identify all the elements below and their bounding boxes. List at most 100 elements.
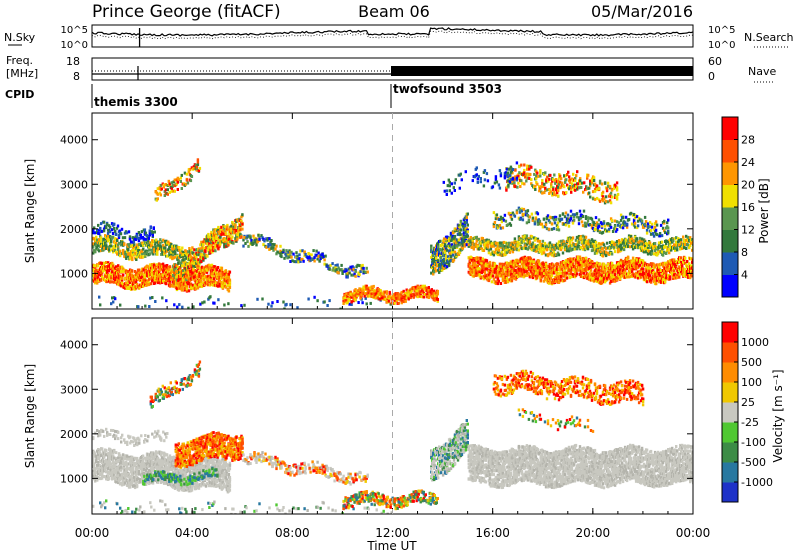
range-gate-cell bbox=[234, 223, 237, 227]
range-gate-cell bbox=[176, 305, 179, 309]
range-gate-cell bbox=[285, 249, 288, 253]
range-gate-cell bbox=[651, 274, 655, 278]
range-gate-cell bbox=[332, 266, 335, 270]
range-gate-cell bbox=[323, 262, 326, 266]
range-gate-cell bbox=[470, 256, 473, 260]
range-gate-cell bbox=[193, 269, 197, 272]
range-gate-cell bbox=[466, 223, 469, 227]
range-gate-cell bbox=[161, 296, 164, 300]
range-gate-cell bbox=[192, 251, 195, 255]
range-gate-cell bbox=[179, 266, 182, 270]
range-gate-cell bbox=[444, 237, 448, 241]
range-gate-cell bbox=[96, 278, 99, 282]
range-gate-cell bbox=[183, 264, 186, 268]
range-gate-cell bbox=[398, 295, 401, 299]
range-gate-cell bbox=[271, 301, 274, 305]
range-gate-cell bbox=[292, 252, 295, 256]
range-gate-cell bbox=[461, 246, 465, 250]
range-gate-cell bbox=[295, 251, 298, 255]
range-gate-cell bbox=[275, 244, 278, 248]
range-gate-cell bbox=[116, 224, 120, 228]
range-gate-cell bbox=[96, 246, 99, 250]
range-gate-cell bbox=[197, 258, 200, 262]
range-gate-cell bbox=[355, 295, 358, 299]
range-gate-cell bbox=[657, 265, 661, 269]
range-gate-cell bbox=[370, 285, 373, 289]
range-gate-cell bbox=[269, 240, 272, 244]
range-gate-cell bbox=[465, 218, 468, 222]
range-gate-cell bbox=[381, 296, 384, 300]
range-gate-cell bbox=[124, 281, 128, 285]
range-gate-cell bbox=[218, 238, 221, 242]
range-gate-cell bbox=[180, 187, 183, 190]
range-gate-cell bbox=[217, 246, 220, 250]
freq-left-label-1: Freq. bbox=[6, 54, 33, 67]
range-gate-cell bbox=[565, 276, 569, 280]
range-gate-cell bbox=[362, 266, 365, 270]
range-gate-cell bbox=[183, 286, 187, 290]
range-gate-cell bbox=[94, 264, 97, 268]
range-gate-cell bbox=[112, 227, 116, 230]
range-gate-cell bbox=[260, 234, 263, 238]
range-gate-cell bbox=[362, 292, 365, 296]
range-gate-cell bbox=[267, 243, 270, 246]
beam-title: Beam 06 bbox=[358, 2, 430, 21]
range-gate-cell bbox=[466, 212, 469, 216]
range-gate-cell bbox=[105, 247, 108, 250]
range-gate-cell bbox=[582, 271, 586, 275]
range-gate-cell bbox=[619, 264, 623, 268]
range-gate-cell bbox=[119, 270, 123, 273]
range-gate-cell bbox=[200, 253, 203, 257]
range-gate-cell bbox=[98, 238, 101, 242]
range-gate-cell bbox=[124, 250, 127, 254]
range-gate-cell bbox=[196, 163, 200, 167]
frequency-panel: Freq. [MHz] 18 8 60 0 Nave bbox=[6, 54, 776, 83]
range-gate-cell bbox=[134, 238, 138, 241]
range-gate-cell bbox=[304, 252, 307, 256]
range-gate-cell bbox=[195, 263, 198, 267]
range-gate-cell bbox=[631, 256, 635, 260]
range-gate-cell bbox=[161, 279, 165, 283]
range-gate-cell bbox=[128, 235, 132, 239]
range-gate-cell bbox=[202, 257, 205, 261]
range-gate-cell bbox=[187, 271, 190, 275]
range-gate-cell bbox=[556, 262, 560, 266]
range-gate-cell bbox=[530, 262, 534, 266]
range-gate-cell bbox=[134, 286, 138, 290]
range-gate-cell bbox=[165, 264, 169, 267]
range-gate-cell bbox=[160, 245, 163, 249]
range-gate-cell bbox=[209, 275, 213, 279]
range-gate-cell bbox=[505, 276, 509, 280]
range-gate-cell bbox=[110, 244, 113, 248]
range-gate-cell bbox=[350, 303, 353, 306]
range-gate-cell bbox=[178, 303, 181, 307]
range-gate-cell bbox=[383, 295, 386, 299]
range-gate-cell bbox=[209, 238, 212, 241]
range-gate-cell bbox=[625, 275, 629, 279]
range-gate-cell bbox=[199, 302, 202, 306]
range-gate-cell bbox=[193, 248, 196, 252]
range-gate-cell bbox=[447, 241, 451, 245]
range-gate-cell bbox=[375, 292, 378, 296]
range-gate-cell bbox=[568, 276, 572, 280]
range-gate-cell bbox=[651, 268, 655, 272]
range-gate-cell bbox=[223, 242, 226, 246]
range-gate-cell bbox=[436, 249, 439, 253]
range-gate-cell bbox=[296, 306, 299, 309]
range-gate-cell bbox=[563, 269, 567, 273]
range-gate-cell bbox=[136, 236, 140, 240]
range-gate-cell bbox=[250, 238, 253, 242]
range-gate-cell bbox=[95, 244, 98, 248]
range-gate-cell bbox=[262, 237, 265, 241]
range-gate-cell bbox=[199, 282, 203, 286]
range-gate-cell bbox=[617, 265, 621, 269]
range-gate-cell bbox=[371, 292, 374, 296]
noise-left-tick-low: 10^0 bbox=[61, 40, 88, 51]
range-gate-cell bbox=[197, 169, 201, 172]
range-gate-cell bbox=[282, 248, 285, 252]
range-gate-cell bbox=[135, 258, 138, 261]
range-gate-cell bbox=[462, 228, 466, 232]
range-gate-cell bbox=[173, 189, 176, 193]
range-gate-cell bbox=[608, 269, 612, 273]
range-gate-cell bbox=[664, 280, 667, 284]
